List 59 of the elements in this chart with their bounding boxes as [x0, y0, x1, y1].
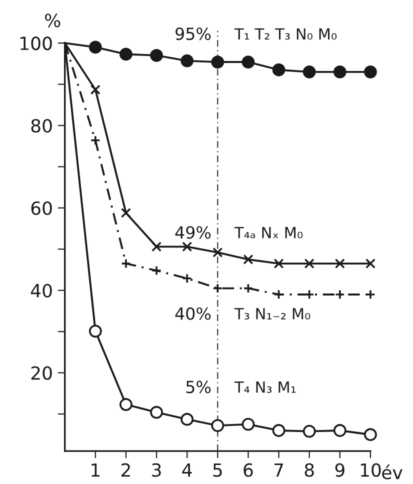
series-label: T₃ N₁₋₂ M₀	[234, 308, 310, 320]
point	[243, 283, 254, 294]
point	[334, 289, 345, 300]
x-tick-label: 2	[122, 463, 130, 477]
x-tick-label: 4	[182, 463, 192, 477]
point	[364, 65, 377, 78]
series-label: T₄ N₃ M₁	[234, 382, 296, 393]
point	[304, 258, 314, 269]
point	[182, 273, 192, 284]
x-tick-label: 9	[335, 463, 344, 477]
point	[302, 65, 316, 78]
point	[212, 283, 223, 294]
y-tick-label: 100	[20, 36, 52, 50]
point	[88, 40, 102, 54]
point	[88, 324, 102, 338]
point	[120, 48, 132, 61]
point	[182, 242, 192, 252]
series-label: T₁ T₂ T₃ N₀ M₀	[234, 28, 337, 40]
annotation: 40%	[175, 307, 211, 320]
y-tick-label: 40	[30, 284, 52, 298]
point	[243, 254, 254, 265]
point	[90, 84, 100, 95]
point	[242, 418, 255, 431]
x-tick-label: 1	[92, 463, 100, 477]
text: 95%	[176, 27, 211, 40]
y-tick-label: 60	[31, 201, 52, 216]
point	[120, 208, 132, 218]
x-tick-label: 7	[274, 463, 283, 477]
point	[180, 412, 194, 426]
point	[211, 419, 224, 432]
point	[272, 424, 286, 437]
y-tick-label: 20	[31, 366, 52, 380]
point	[180, 54, 194, 68]
annotation: 5%	[186, 380, 211, 394]
point	[302, 424, 316, 438]
point	[150, 48, 163, 62]
x-tick-label: 10	[360, 463, 381, 477]
point	[333, 424, 346, 437]
point	[150, 406, 163, 419]
point	[364, 428, 377, 442]
point	[120, 398, 132, 411]
y-tick-label: 80	[31, 118, 52, 133]
y-axis-title: %	[45, 14, 60, 28]
point	[274, 258, 284, 269]
x-tick-label: 6	[244, 463, 253, 477]
point	[211, 56, 224, 68]
point	[334, 258, 345, 269]
point	[151, 242, 162, 252]
x-tick-label: 8	[304, 463, 314, 477]
point	[272, 63, 286, 76]
point	[333, 65, 346, 78]
x-axis-title: év	[382, 464, 402, 480]
annotation: 49%	[175, 226, 211, 239]
point	[242, 56, 255, 68]
x-tick-label: 3	[152, 463, 161, 477]
series-label: T₄ₐ Nₓ M₀	[234, 226, 303, 238]
point	[365, 258, 376, 269]
point	[212, 247, 223, 258]
x-tick-label: 5	[213, 463, 222, 477]
